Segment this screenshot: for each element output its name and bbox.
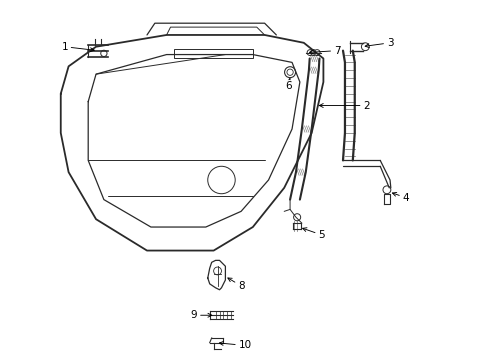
Text: 4: 4 (392, 193, 409, 203)
Text: 2: 2 (319, 100, 370, 111)
Circle shape (311, 50, 317, 55)
Circle shape (285, 67, 295, 78)
Text: 5: 5 (303, 228, 325, 240)
Text: 1: 1 (61, 42, 94, 52)
Circle shape (287, 69, 293, 75)
Circle shape (383, 186, 391, 194)
Text: 8: 8 (228, 278, 245, 291)
Circle shape (362, 43, 369, 51)
Text: 3: 3 (365, 38, 393, 48)
Circle shape (101, 50, 107, 57)
Text: 6: 6 (285, 78, 292, 91)
Circle shape (214, 267, 221, 275)
Bar (174, 49, 253, 58)
Text: 10: 10 (220, 341, 251, 350)
Circle shape (307, 50, 313, 55)
Text: 7: 7 (310, 46, 341, 56)
Circle shape (294, 214, 301, 221)
Circle shape (314, 50, 320, 55)
Text: 9: 9 (191, 310, 212, 320)
